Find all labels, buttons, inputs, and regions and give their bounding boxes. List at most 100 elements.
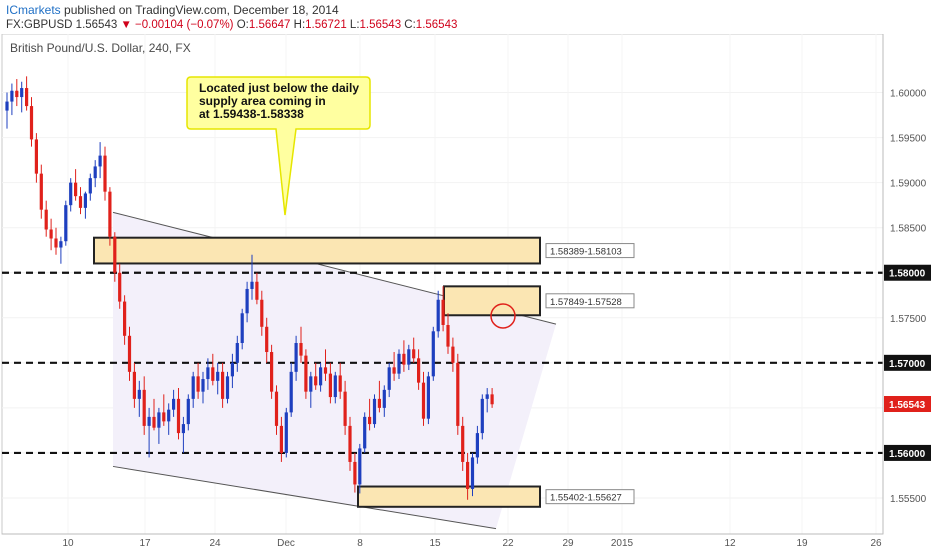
zone-box[interactable] — [443, 285, 541, 317]
candle-body-up — [363, 416, 367, 449]
candle-body-down — [343, 391, 347, 426]
change-arrow-icon: ▼ — [120, 19, 132, 31]
y-tick-label: 1.60000 — [890, 89, 927, 100]
zone-label-box — [545, 243, 635, 259]
candle-body-up — [216, 371, 220, 381]
level-tag-label: 1.58000 — [889, 269, 926, 280]
candle-body-down — [338, 375, 342, 392]
low-label: L: — [349, 19, 360, 31]
circle-marker[interactable] — [490, 303, 516, 329]
last-price-label: 1.56543 — [889, 400, 926, 411]
candle-body-up — [470, 457, 475, 489]
open-label: O: — [236, 19, 249, 31]
candle-body-up — [431, 331, 435, 377]
channel-lower-line[interactable] — [112, 465, 497, 530]
y-tick-label: 1.55500 — [890, 494, 927, 505]
candle-body-up — [387, 367, 391, 390]
level-tag-label: 1.57000 — [889, 359, 926, 370]
y-tick-label: 1.59000 — [890, 179, 927, 190]
x-tick-label: 8 — [357, 538, 363, 549]
candle-body-down — [15, 90, 19, 98]
y-tick-label: 1.58500 — [890, 224, 927, 235]
candle-body-up — [64, 205, 68, 242]
candle-body-down — [323, 367, 328, 374]
x-tick-label: 17 — [139, 538, 151, 549]
candle-body-down — [260, 299, 264, 327]
candle-body-up — [245, 288, 249, 314]
close-value: 1.56543 — [415, 19, 458, 31]
candle-body-up — [309, 376, 313, 392]
candle-body-up — [480, 398, 484, 434]
x-tick-label: Dec — [277, 538, 295, 549]
zone-box[interactable] — [357, 485, 541, 508]
candle-body-up — [475, 433, 479, 458]
candle-body-up — [201, 379, 205, 392]
candle-body-up — [397, 353, 401, 374]
candle-body-up — [407, 349, 411, 365]
x-tick-label: 24 — [209, 538, 221, 549]
candle-body-up — [172, 398, 176, 410]
candle-body-up — [20, 88, 24, 98]
candle-body-down — [255, 281, 259, 300]
price-chart[interactable]: 1.58389-1.58103 1.57849-1.57528 1.55402-1.… — [0, 34, 932, 550]
open-value: 1.56647 — [248, 19, 291, 31]
candle-body-down — [196, 376, 200, 392]
candle-body-down — [29, 106, 34, 140]
author-link[interactable]: ICmarkets — [6, 3, 61, 17]
candle-body-down — [451, 346, 455, 363]
candle-body-up — [157, 412, 161, 428]
x-tick-label: 2015 — [611, 538, 634, 549]
candle-body-up — [235, 343, 239, 363]
candle-body-down — [54, 238, 58, 248]
candle-body-up — [59, 241, 63, 248]
candle-body-down — [299, 343, 303, 356]
ohlc-line: FX:GBPUSD 1.56543 ▼ −0.00104 (−0.07%) O:… — [6, 19, 457, 31]
zone-label: 1.55402-1.55627 — [550, 493, 622, 504]
x-tick-label: 19 — [796, 538, 808, 549]
candle-body-down — [368, 416, 372, 425]
candle-body-down — [74, 182, 78, 197]
candle-body-up — [83, 193, 87, 208]
candle-body-down — [127, 335, 132, 372]
x-tick-label: 12 — [724, 538, 736, 549]
high-value: 1.56721 — [305, 19, 347, 31]
x-tick-label: 22 — [502, 538, 514, 549]
callout-bubble[interactable] — [186, 76, 371, 216]
candle-body-up — [240, 313, 244, 344]
published-text: published on TradingView.com, December 1… — [64, 3, 339, 17]
candle-body-up — [225, 376, 230, 399]
candle-body-up — [69, 182, 73, 206]
callout-text: supply area coming in — [199, 94, 326, 108]
candle-body-down — [270, 352, 274, 392]
x-tick-label: 15 — [429, 538, 441, 549]
chart-header: ICmarkets published on TradingView.com, … — [0, 0, 932, 34]
candle-body-down — [44, 209, 48, 230]
high-label: H: — [293, 19, 306, 31]
candle-body-up — [88, 178, 92, 194]
candle-body-down — [78, 196, 83, 208]
callout-text: at 1.59438-1.58338 — [199, 107, 304, 121]
candle-body-down — [348, 425, 352, 462]
candle-body-down — [490, 394, 494, 405]
candle-body-up — [147, 416, 151, 426]
zone-box[interactable] — [93, 236, 541, 265]
candle-body-down — [113, 236, 117, 273]
candle-body-up — [382, 389, 386, 408]
price-change: −0.00104 (−0.07%) — [135, 19, 234, 31]
candle-body-down — [265, 326, 269, 353]
candle-body-up — [181, 424, 185, 434]
candle-body-down — [377, 398, 381, 408]
candle-body-down — [421, 382, 426, 419]
x-tick-label: 29 — [562, 538, 574, 549]
y-tick-label: 1.57500 — [890, 314, 927, 325]
candle-body-up — [485, 394, 489, 399]
candle-body-down — [25, 88, 29, 107]
last-price-tag — [884, 396, 931, 412]
candle-body-down — [132, 371, 136, 399]
low-value: 1.56543 — [359, 19, 402, 31]
candle-body-up — [93, 166, 97, 179]
zone-label: 1.58389-1.58103 — [550, 247, 622, 258]
candle-body-down — [49, 229, 53, 239]
candle-body-up — [5, 101, 9, 111]
level-tag — [884, 354, 931, 371]
